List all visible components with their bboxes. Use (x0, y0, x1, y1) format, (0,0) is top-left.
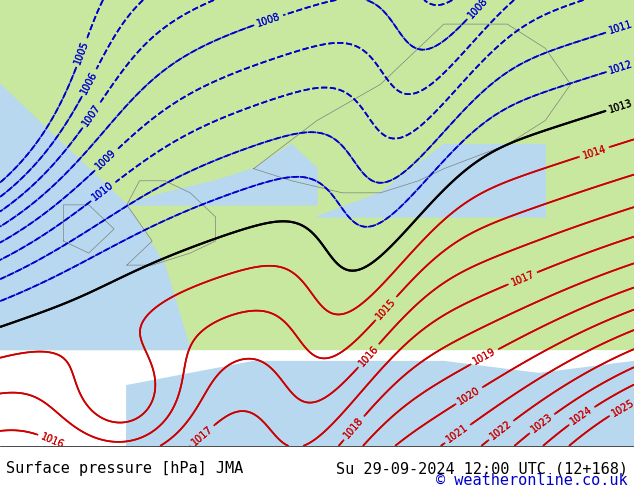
Text: 1020: 1020 (456, 385, 482, 406)
Text: © weatheronline.co.uk: © weatheronline.co.uk (436, 473, 628, 488)
Text: 1024: 1024 (569, 405, 595, 427)
Text: 1013: 1013 (607, 98, 634, 115)
Text: 1024: 1024 (569, 405, 595, 427)
Text: 1014: 1014 (581, 144, 607, 160)
Text: 1025: 1025 (610, 397, 634, 418)
Text: 1014: 1014 (581, 144, 607, 160)
Text: 1007: 1007 (81, 102, 103, 128)
Text: 1009: 1009 (94, 148, 119, 172)
Text: 1008: 1008 (256, 11, 282, 29)
Polygon shape (0, 0, 634, 349)
Text: 1005: 1005 (73, 39, 91, 66)
Text: Surface pressure [hPa] JMA: Surface pressure [hPa] JMA (6, 462, 243, 476)
Text: 1025: 1025 (610, 397, 634, 418)
Text: 1019: 1019 (472, 346, 498, 367)
Text: 1017: 1017 (190, 424, 215, 448)
Text: 1005: 1005 (73, 39, 91, 66)
Text: 1017: 1017 (509, 269, 536, 288)
Text: 1013: 1013 (607, 98, 634, 115)
Text: 1006: 1006 (79, 70, 100, 96)
Text: 1020: 1020 (456, 385, 482, 406)
Text: 1008: 1008 (466, 0, 489, 20)
Text: 1009: 1009 (94, 148, 119, 172)
Text: 1008: 1008 (466, 0, 489, 20)
Text: 1023: 1023 (529, 412, 555, 435)
Text: 1021: 1021 (444, 423, 470, 445)
Text: 1019: 1019 (472, 346, 498, 367)
Polygon shape (0, 0, 292, 169)
Text: 1018: 1018 (342, 416, 366, 441)
Polygon shape (0, 84, 190, 349)
Text: 1022: 1022 (488, 419, 514, 442)
Text: 1017: 1017 (509, 269, 536, 288)
Text: 1016: 1016 (357, 343, 380, 368)
Text: 1011: 1011 (607, 20, 634, 36)
Text: 1007: 1007 (81, 102, 103, 128)
Text: 1021: 1021 (444, 423, 470, 445)
Text: 1016: 1016 (39, 431, 66, 450)
Text: 1012: 1012 (608, 59, 634, 76)
Text: 1018: 1018 (342, 416, 366, 441)
Text: 1015: 1015 (374, 296, 398, 321)
Text: 1016: 1016 (357, 343, 380, 368)
Text: 1022: 1022 (488, 419, 514, 442)
Text: 1015: 1015 (374, 296, 398, 321)
Polygon shape (127, 145, 317, 205)
Polygon shape (127, 362, 634, 446)
Text: Su 29-09-2024 12:00 UTC (12+168): Su 29-09-2024 12:00 UTC (12+168) (335, 462, 628, 476)
Text: 1023: 1023 (529, 412, 555, 435)
Text: 1006: 1006 (79, 70, 100, 96)
Text: 1016: 1016 (39, 431, 66, 450)
Polygon shape (127, 362, 634, 446)
Text: 1011: 1011 (607, 20, 634, 36)
Polygon shape (317, 145, 545, 217)
Text: 1008: 1008 (256, 11, 282, 29)
Text: 1012: 1012 (608, 59, 634, 76)
Text: 1010: 1010 (91, 180, 116, 203)
Polygon shape (317, 145, 571, 217)
Text: 1017: 1017 (190, 424, 215, 448)
Text: 1010: 1010 (91, 180, 116, 203)
Polygon shape (0, 84, 317, 205)
